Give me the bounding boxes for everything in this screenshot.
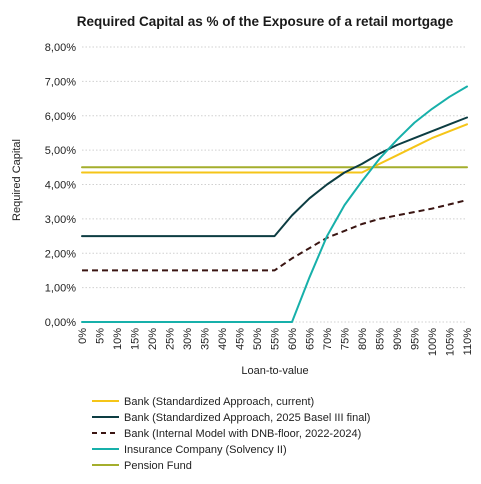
legend: Bank (Standardized Approach, current) Ban… [92, 396, 370, 472]
x-tick-label: 0% [77, 328, 89, 344]
x-tick-label: 70% [322, 328, 334, 350]
legend-label: Bank (Standardized Approach, 2025 Basel … [124, 412, 370, 424]
x-tick-label: 10% [112, 328, 124, 350]
x-tick-label: 95% [410, 328, 422, 350]
y-axis-ticks: 0,00% 1,00% 2,00% 3,00% 4,00% 5,00% 6,00% 7,00%… [45, 42, 76, 329]
x-tick-label: 35% [200, 328, 212, 350]
gridlines [82, 46, 467, 323]
x-tick-label: 30% [182, 328, 194, 350]
y-axis-label: Required Capital [11, 139, 23, 221]
y-tick-label: 2,00% [45, 248, 76, 260]
series-lines [81, 85, 468, 323]
x-axis-label: Loan-to-value [241, 365, 308, 377]
x-tick-label: 105% [445, 328, 457, 356]
x-tick-label: 90% [392, 328, 404, 350]
y-tick-label: 6,00% [45, 111, 76, 123]
y-tick-label: 3,00% [45, 214, 76, 226]
x-tick-label: 65% [305, 328, 317, 350]
legend-label: Insurance Company (Solvency II) [124, 444, 287, 456]
y-tick-label: 5,00% [45, 145, 76, 157]
y-tick-label: 7,00% [45, 76, 76, 88]
legend-label: Pension Fund [124, 460, 192, 472]
series-line [81, 123, 468, 174]
x-tick-label: 60% [287, 328, 299, 350]
x-axis-ticks: 0% 5% 10% 15% 20% 25% 30% 35% 40% 45% 50% 55% 60% 65%… [77, 328, 474, 356]
legend-label: Bank (Standardized Approach, current) [124, 396, 314, 408]
chart-title: Required Capital as % of the Exposure of… [77, 14, 454, 29]
y-tick-label: 8,00% [45, 42, 76, 54]
x-tick-label: 15% [130, 328, 142, 350]
x-tick-label: 25% [165, 328, 177, 350]
legend-label: Bank (Internal Model with DNB-floor, 202… [124, 428, 361, 440]
x-tick-label: 45% [235, 328, 247, 350]
x-tick-label: 75% [340, 328, 352, 350]
x-tick-label: 85% [375, 328, 387, 350]
x-tick-label: 5% [95, 328, 107, 344]
x-tick-label: 40% [217, 328, 229, 350]
series-line [81, 85, 468, 323]
x-tick-label: 80% [357, 328, 369, 350]
x-tick-label: 110% [462, 328, 474, 356]
y-tick-label: 0,00% [45, 317, 76, 329]
y-tick-label: 1,00% [45, 283, 76, 295]
x-tick-label: 100% [427, 328, 439, 356]
x-tick-label: 55% [270, 328, 282, 350]
y-tick-label: 4,00% [45, 180, 76, 192]
series-line [82, 199, 468, 272]
series-line [81, 116, 468, 238]
x-tick-label: 50% [252, 328, 264, 350]
x-tick-label: 20% [147, 328, 159, 350]
